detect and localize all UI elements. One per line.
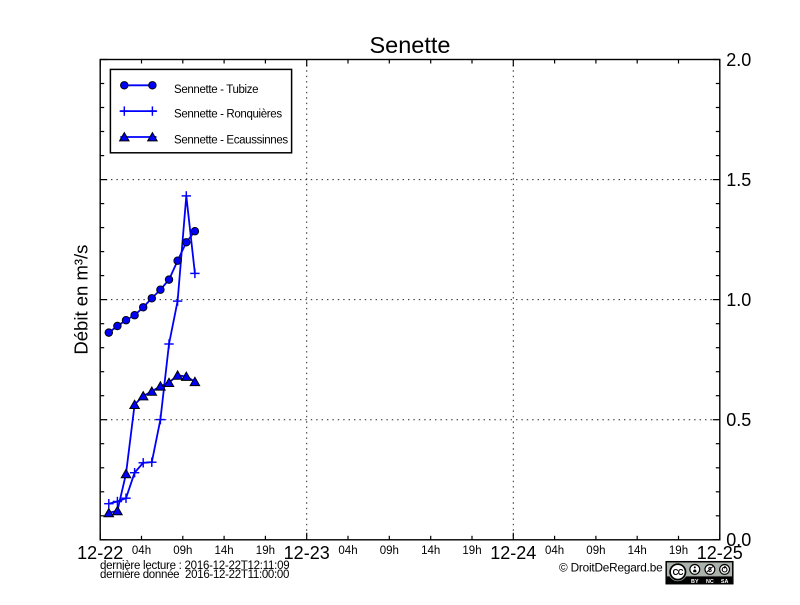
svg-text:1.0: 1.0 bbox=[726, 290, 751, 310]
svg-text:12-24: 12-24 bbox=[490, 543, 536, 563]
svg-text:12-23: 12-23 bbox=[284, 543, 330, 563]
svg-text:SA: SA bbox=[721, 579, 729, 585]
svg-text:Senette: Senette bbox=[369, 32, 450, 58]
svg-text:CC: CC bbox=[673, 568, 684, 577]
svg-text:© DroitDeRegard.be: © DroitDeRegard.be bbox=[559, 561, 663, 575]
svg-text:Sennette - Tubize: Sennette - Tubize bbox=[174, 84, 258, 96]
svg-text:0.5: 0.5 bbox=[726, 410, 751, 430]
svg-text:19h: 19h bbox=[669, 545, 688, 557]
svg-text:BY: BY bbox=[691, 579, 699, 585]
svg-text:19h: 19h bbox=[256, 545, 275, 557]
svg-text:09h: 09h bbox=[173, 545, 192, 557]
svg-text:19h: 19h bbox=[462, 545, 481, 557]
svg-text:04h: 04h bbox=[132, 545, 151, 557]
svg-text:1.5: 1.5 bbox=[726, 170, 751, 190]
svg-text:09h: 09h bbox=[380, 545, 399, 557]
svg-text:Sennette - Ecaussinnes: Sennette - Ecaussinnes bbox=[174, 135, 288, 147]
svg-text:12-22: 12-22 bbox=[77, 543, 123, 563]
svg-text:dernière lecture : 2016-12-22T: dernière lecture : 2016-12-22T12:11:09 bbox=[100, 560, 289, 572]
svg-text:2.0: 2.0 bbox=[726, 50, 751, 70]
svg-text:Sennette - Ronquières: Sennette - Ronquières bbox=[174, 109, 282, 121]
svg-text:0.0: 0.0 bbox=[726, 530, 751, 550]
svg-text:12-25: 12-25 bbox=[697, 543, 743, 563]
svg-text:dernière donnée 2016-12-22T11: dernière donnée 2016-12-22T11:00:00 bbox=[100, 569, 289, 581]
svg-text:$: $ bbox=[708, 567, 712, 574]
svg-text:09h: 09h bbox=[586, 545, 605, 557]
svg-text:NC: NC bbox=[706, 579, 714, 585]
svg-text:04h: 04h bbox=[545, 545, 564, 557]
svg-text:Débit en m³/s: Débit en m³/s bbox=[71, 245, 92, 355]
svg-text:04h: 04h bbox=[338, 545, 357, 557]
svg-text:14h: 14h bbox=[421, 545, 440, 557]
svg-text:14h: 14h bbox=[628, 545, 647, 557]
svg-text:14h: 14h bbox=[215, 545, 234, 557]
